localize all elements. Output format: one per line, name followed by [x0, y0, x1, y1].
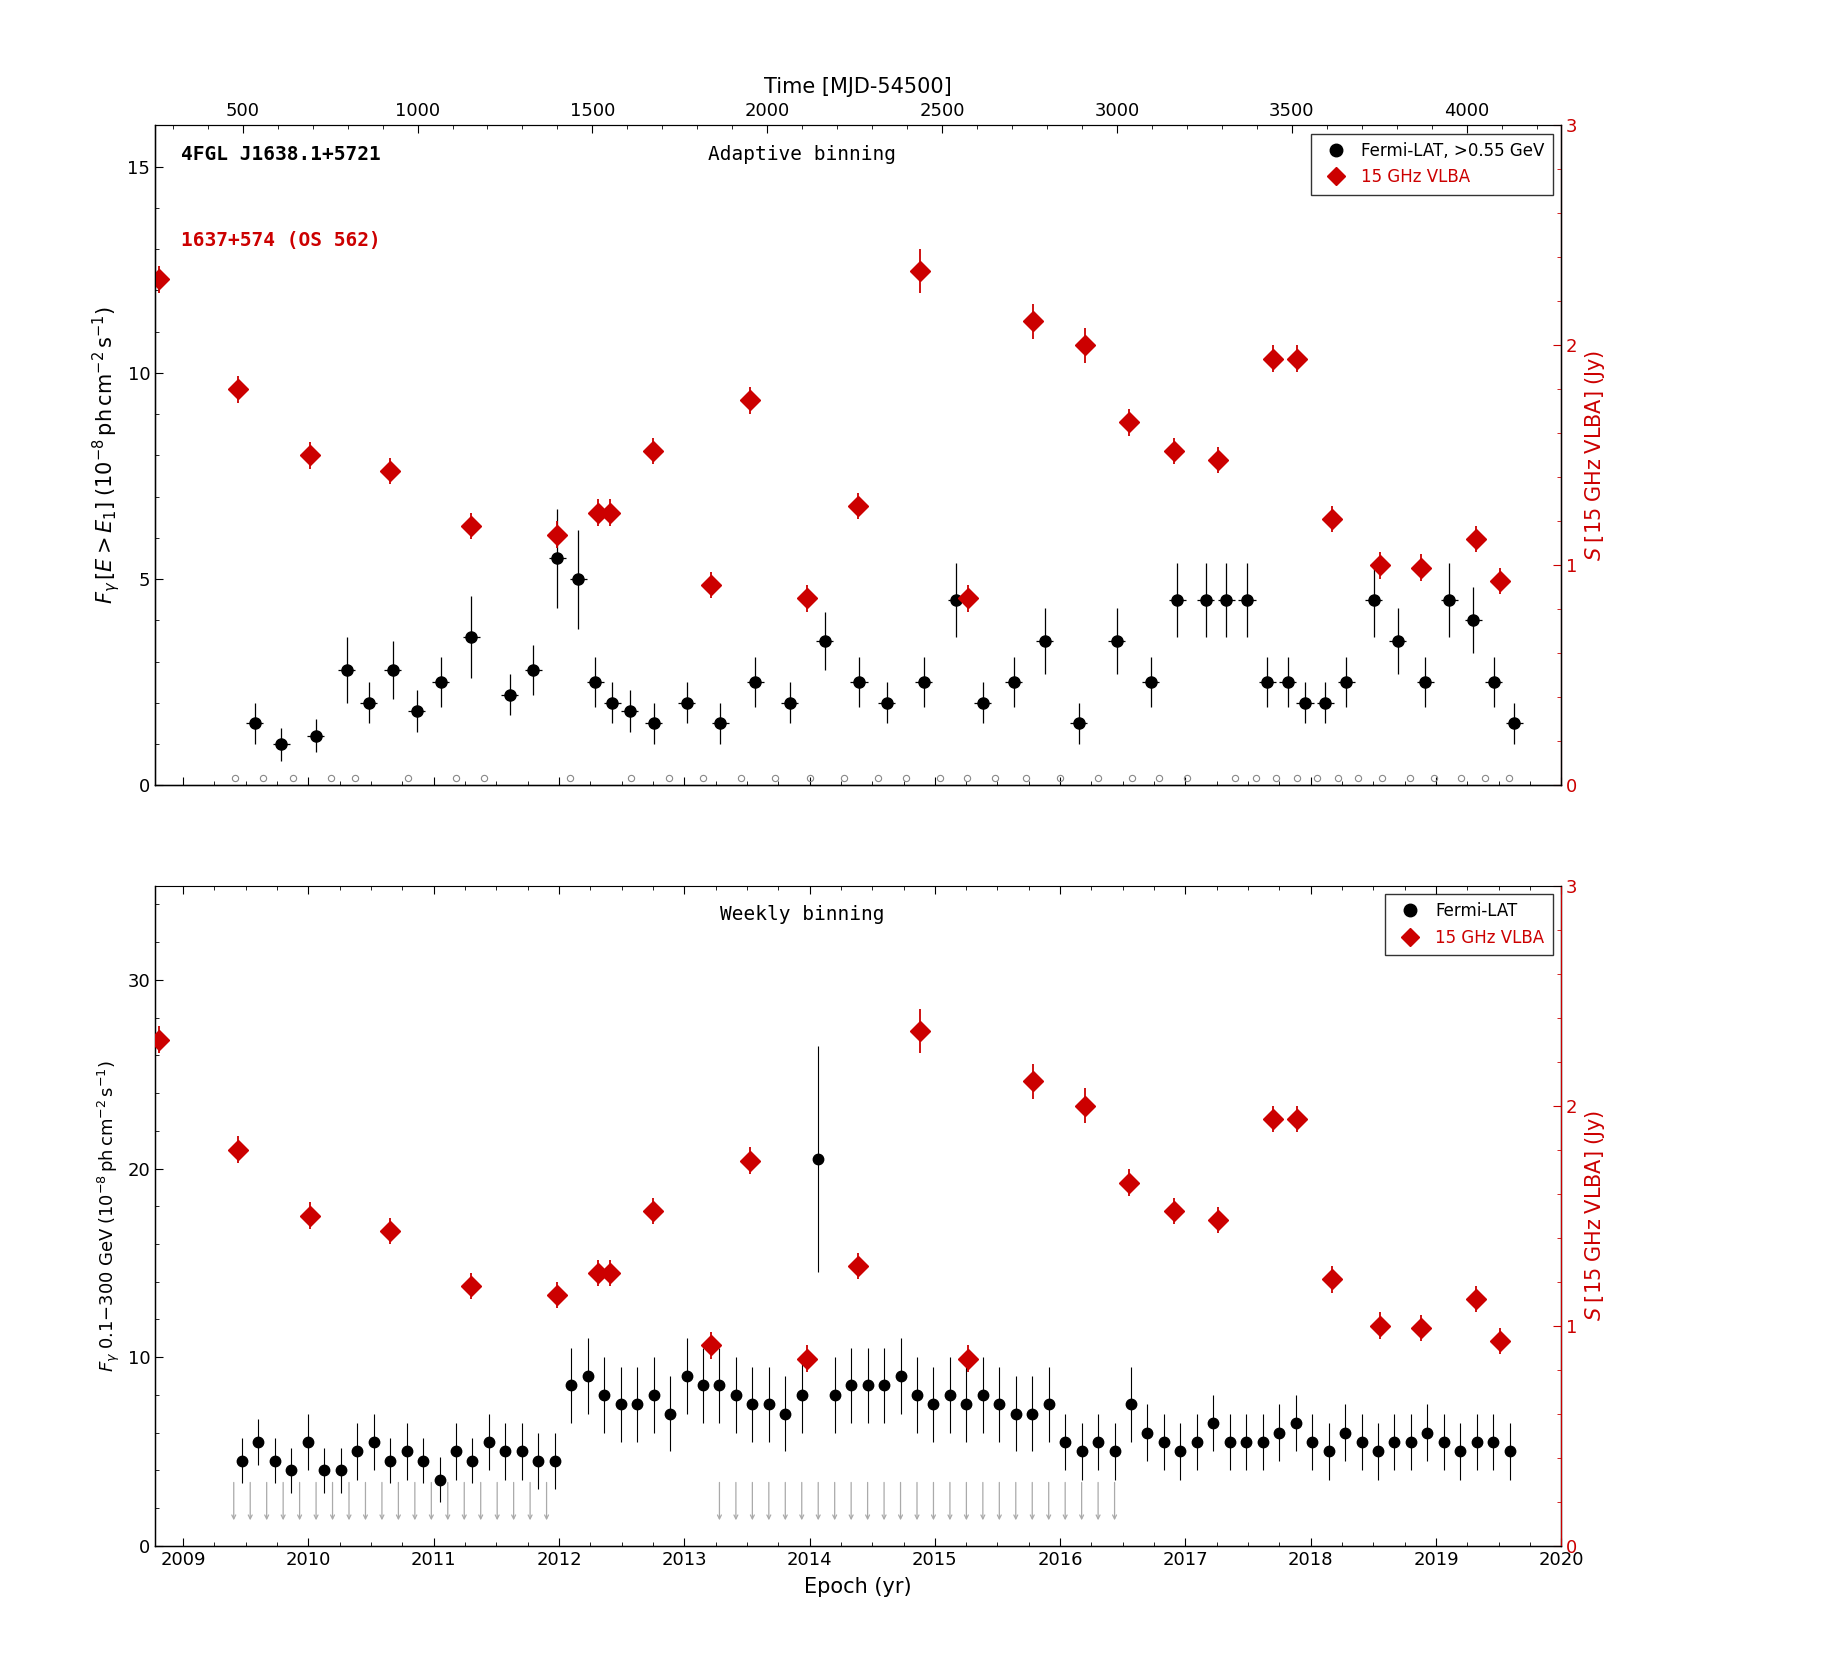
- Text: Weekly binning: Weekly binning: [719, 906, 884, 924]
- Text: 1637+574 (OS 562): 1637+574 (OS 562): [181, 231, 380, 251]
- Text: Adaptive binning: Adaptive binning: [708, 145, 897, 164]
- X-axis label: Time [MJD-54500]: Time [MJD-54500]: [765, 77, 951, 97]
- Y-axis label: $F_{\gamma}\;0.1{-}300\;{\rm GeV}\;(10^{-8}\,{\rm ph\,cm^{-2}\,s^{-1}})$: $F_{\gamma}\;0.1{-}300\;{\rm GeV}\;(10^{…: [95, 1059, 122, 1372]
- Y-axis label: $S\;[15\;{\rm GHz\;VLBA}]\;({\rm Jy})$: $S\;[15\;{\rm GHz\;VLBA}]\;({\rm Jy})$: [1583, 1110, 1607, 1322]
- Text: 4FGL J1638.1+5721: 4FGL J1638.1+5721: [181, 145, 380, 164]
- Legend: Fermi-LAT, 15 GHz VLBA: Fermi-LAT, 15 GHz VLBA: [1386, 894, 1552, 954]
- Y-axis label: $F_{\gamma}\,[E>E_1]\;(10^{-8}\,{\rm ph\,cm^{-2}\,s^{-1}})$: $F_{\gamma}\,[E>E_1]\;(10^{-8}\,{\rm ph\…: [89, 306, 122, 605]
- Y-axis label: $S\;[15\;{\rm GHz\;VLBA}]\;({\rm Jy})$: $S\;[15\;{\rm GHz\;VLBA}]\;({\rm Jy})$: [1583, 349, 1607, 561]
- X-axis label: Epoch (yr): Epoch (yr): [805, 1577, 911, 1597]
- Legend: Fermi-LAT, >0.55 GeV, 15 GHz VLBA: Fermi-LAT, >0.55 GeV, 15 GHz VLBA: [1311, 134, 1552, 194]
